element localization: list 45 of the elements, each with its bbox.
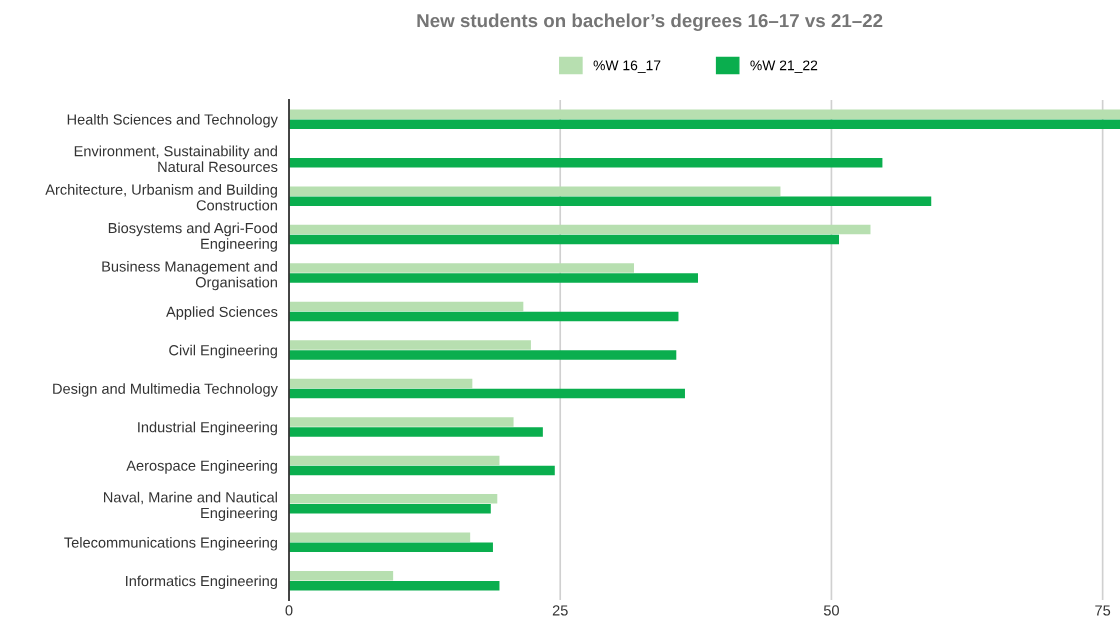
y-tick-label: Informatics Engineering: [126, 575, 277, 590]
bar: [289, 388, 685, 399]
bar: [289, 224, 871, 235]
bar: [289, 157, 883, 168]
bar: [289, 340, 531, 350]
bar: [289, 109, 1120, 119]
bar: [289, 532, 471, 543]
bar: [289, 196, 932, 206]
y-tick-label: Aerospace Engineering: [126, 460, 277, 474]
bar: [289, 378, 473, 389]
bar: [289, 571, 394, 581]
legend-label: %W 21_22: [750, 60, 818, 73]
y-tick-label: Environment, Sustainability and Natural Resources: [74, 145, 278, 173]
legend-label: %W 16_17: [593, 60, 661, 73]
y-tick-label: Health Sciences and Technology: [67, 113, 278, 128]
bar: [289, 494, 498, 504]
bar: [289, 350, 677, 360]
x-tick-label: 25: [552, 605, 568, 616]
bar: [289, 542, 493, 553]
y-tick-label: Applied Sciences: [166, 306, 278, 320]
y-tick-label: Architecture, Urbanism and Building Construction: [45, 184, 277, 211]
y-tick-label: Design and Multimedia Technology: [53, 383, 278, 397]
chart-title: New students on bachelor’s degrees 16–17 vs 21–22: [417, 13, 883, 32]
bar: [289, 427, 543, 437]
bar: [289, 465, 555, 476]
y-tick-label: Biosystems and Agri-Food Engineering: [108, 222, 277, 252]
y-tick-label: Telecommunications Engineering: [64, 537, 277, 551]
bar: [289, 311, 679, 322]
y-tick-label: Naval, Marine and Nautical Engineering: [104, 491, 277, 522]
bar: [289, 301, 524, 312]
x-tick-label: 75: [1095, 605, 1111, 616]
bar: [289, 186, 781, 196]
y-tick-label: Business Management and Organisation: [102, 261, 277, 291]
bar: [289, 417, 514, 427]
y-tick-label: Industrial Engineering: [138, 421, 277, 436]
bar: [289, 234, 840, 245]
bar: [289, 581, 500, 591]
bar: [289, 455, 500, 466]
bar: [289, 119, 1120, 129]
y-tick-label: Civil Engineering: [169, 344, 277, 359]
bar: [289, 273, 698, 283]
x-tick-label: 0: [285, 605, 293, 616]
bar: [289, 263, 634, 273]
x-tick-label: 50: [823, 605, 839, 616]
bar: [289, 504, 491, 514]
